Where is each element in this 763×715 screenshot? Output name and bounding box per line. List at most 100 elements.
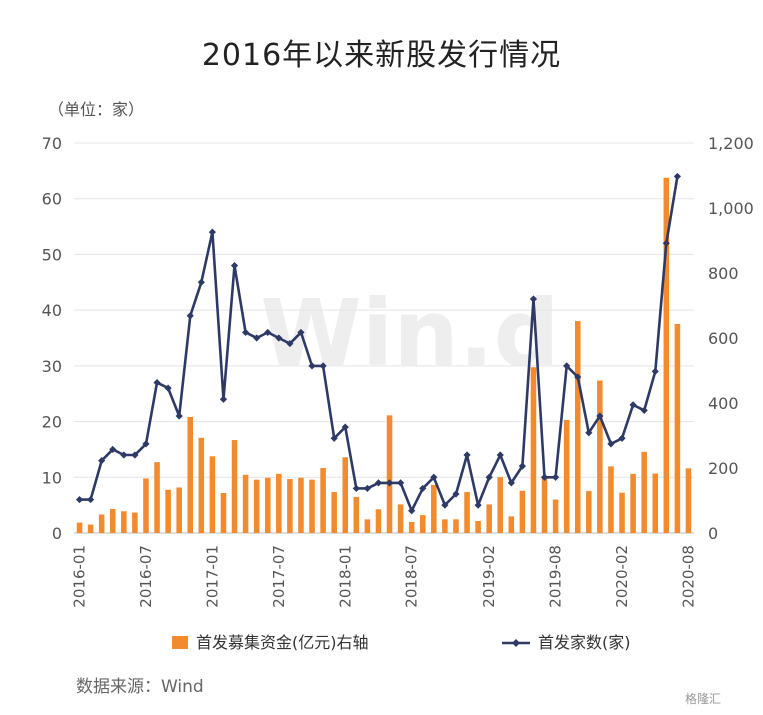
right-axis-tick-label: 400	[708, 394, 739, 413]
line-point	[197, 278, 205, 286]
bar	[176, 487, 182, 533]
right-axis-tick-label: 200	[708, 459, 739, 478]
line-point	[363, 484, 371, 493]
right-axis-tick-label: 1,200	[708, 134, 754, 153]
line-point	[662, 239, 670, 247]
line-point	[385, 479, 394, 487]
bar	[143, 478, 149, 533]
line-point	[297, 328, 305, 337]
left-axis-tick-label: 30	[42, 357, 62, 376]
left-axis-tick-label: 40	[42, 301, 62, 320]
bar	[552, 499, 559, 533]
line-point	[496, 451, 504, 459]
line-point	[618, 434, 626, 442]
bar	[508, 516, 515, 533]
line-point	[153, 378, 161, 387]
line-point	[230, 261, 239, 270]
left-axis-tick-label: 70	[42, 134, 62, 153]
bar	[231, 440, 238, 533]
bar	[541, 477, 548, 533]
left-axis-tick-label: 10	[42, 468, 62, 487]
line-point	[529, 295, 538, 303]
line-point	[374, 479, 383, 487]
line-point	[397, 479, 405, 487]
left-axis-tick-label: 60	[42, 190, 62, 209]
line-point	[186, 312, 194, 320]
bar	[109, 508, 116, 533]
x-axis-tick-label: 2016-01	[71, 545, 89, 608]
line-point	[319, 362, 327, 370]
x-axis-tick-label: 2019-02	[480, 545, 498, 608]
line-point	[253, 334, 261, 342]
bar	[486, 504, 492, 533]
line-point	[518, 462, 526, 470]
line-point	[87, 495, 95, 504]
line-point	[264, 328, 272, 337]
line-point	[585, 429, 593, 437]
line-point	[673, 172, 681, 181]
line-point	[540, 473, 549, 481]
bar	[298, 477, 304, 533]
bar	[342, 457, 349, 533]
bar	[685, 468, 692, 533]
line-point	[563, 362, 571, 370]
x-axis-tick-label: 2020-08	[679, 545, 697, 608]
line-point	[275, 334, 283, 342]
line-point	[142, 440, 150, 448]
line-point	[330, 434, 338, 442]
bar	[453, 519, 459, 533]
bar	[375, 509, 382, 533]
brand-logo: 格隆汇	[685, 692, 722, 706]
bar	[464, 492, 470, 533]
left-axis-tick-label: 20	[42, 413, 62, 432]
x-axis-tick-label: 2017-01	[203, 545, 221, 608]
bar	[408, 521, 415, 533]
x-axis-tick-label: 2016-07	[137, 545, 155, 608]
legend-swatch-bar	[172, 636, 188, 649]
bar	[674, 324, 681, 533]
line-point	[164, 384, 172, 392]
line-point	[552, 473, 560, 481]
bar	[253, 479, 260, 533]
bar	[364, 519, 371, 533]
line-point	[485, 473, 493, 481]
line-point	[175, 412, 183, 420]
bar	[608, 466, 614, 533]
bar	[574, 321, 581, 533]
bar	[76, 522, 83, 533]
line-point	[463, 451, 471, 459]
line-point	[308, 362, 316, 370]
line-point	[352, 484, 360, 493]
right-axis-tick-label: 600	[708, 329, 739, 348]
bar	[586, 491, 592, 533]
bar	[87, 524, 94, 533]
bar	[264, 477, 271, 533]
bar	[276, 473, 282, 533]
line-point	[474, 501, 482, 509]
line-point	[131, 451, 139, 459]
line-point	[75, 495, 84, 504]
bar	[431, 484, 437, 533]
x-axis-tick-label: 2019-08	[547, 545, 565, 608]
bar	[519, 490, 526, 533]
bar	[353, 496, 360, 533]
bar	[331, 492, 337, 533]
left-axis-tick-label: 50	[42, 245, 62, 264]
line-point	[242, 328, 250, 337]
line-point	[629, 401, 637, 409]
right-axis-tick-label: 800	[708, 264, 739, 283]
bar	[386, 415, 393, 533]
line-point	[596, 412, 604, 420]
legend-label-bar: 首发募集资金(亿元)右轴	[196, 633, 369, 652]
bar	[442, 519, 448, 533]
bar	[497, 477, 504, 533]
line-point	[651, 367, 659, 376]
bar	[619, 492, 625, 533]
bar	[287, 479, 293, 533]
bar	[209, 456, 216, 533]
bar	[641, 451, 647, 533]
right-axis-tick-label: 1,000	[708, 199, 754, 218]
chart-title: 2016年以来新股发行情况	[201, 38, 562, 73]
